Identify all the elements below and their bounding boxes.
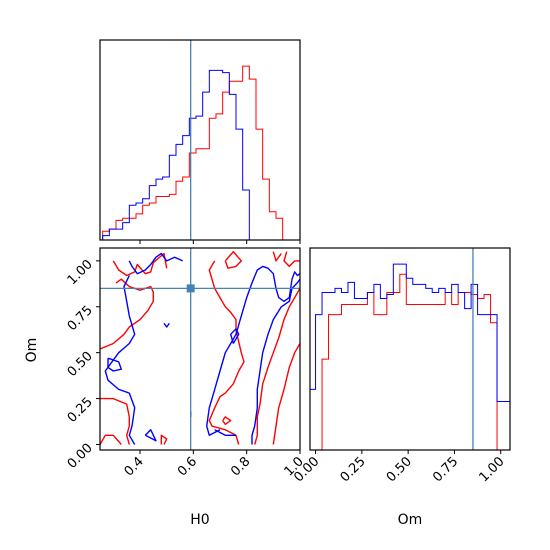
joint-blue-contour — [206, 265, 300, 436]
joint-xtick-label: 0.8 — [228, 454, 253, 479]
joint-ytick-label: 0.75 — [65, 303, 96, 334]
joint-red-contour — [272, 343, 300, 445]
joint-blue-contour — [163, 322, 170, 328]
joint-red-contour — [100, 434, 122, 445]
h0-hist-blue-series — [102, 69, 290, 241]
joint-red-contour — [283, 251, 300, 268]
joint-blue-contour — [144, 429, 157, 442]
joint-red-contour — [224, 251, 242, 269]
joint-xtick-label: 0.4 — [122, 454, 147, 479]
joint-frame — [99, 247, 301, 451]
om-hist-xtick-label: 1.00 — [476, 454, 507, 485]
joint-xtick-label: 0.6 — [175, 454, 200, 479]
h0-om-contour-panel: 0.4 0.6 0.8 1.00.000.250.500.751.00 — [65, 247, 307, 479]
joint-red-contour — [112, 252, 168, 277]
joint-red-contour — [100, 397, 130, 445]
om-histogram-panel: 0.00 0.25 0.50 0.75 1.00 — [291, 247, 511, 485]
joint-blue-contour — [128, 252, 183, 275]
joint-blue-contour — [107, 357, 122, 372]
joint-truth-marker — [186, 284, 195, 293]
joint-ytick-label: 1.00 — [65, 257, 96, 288]
om-hist-xtick-label: 0.75 — [430, 454, 461, 485]
joint-blue-contour — [251, 278, 300, 445]
joint-ytick-label: 0.25 — [65, 395, 96, 426]
x-axis-label-h0: H0 — [190, 512, 209, 528]
joint-contours — [100, 251, 300, 445]
om-hist-frame — [309, 247, 511, 451]
h0-histogram-panel — [99, 39, 301, 244]
joint-red-contour — [222, 416, 232, 425]
joint-red-contour — [254, 288, 300, 445]
joint-ytick-label: 0.50 — [65, 349, 96, 380]
joint-blue-contour — [230, 328, 240, 344]
joint-red-contour — [272, 251, 282, 262]
y-axis-label-om: Om — [24, 338, 40, 363]
joint-blue-contour — [104, 275, 136, 445]
joint-blue-contour — [214, 429, 236, 436]
om-hist-xtick-label: 0.50 — [384, 454, 415, 485]
x-axis-label-om: Om — [398, 512, 423, 528]
joint-red-contour — [160, 434, 168, 445]
om-hist-xtick-label: 0.25 — [338, 454, 369, 485]
om-hist-blue-series — [309, 263, 511, 450]
joint-red-contour — [208, 260, 245, 445]
joint-ytick-label: 0.00 — [65, 441, 96, 472]
joint-red-contour — [100, 278, 154, 350]
h0-hist-red-series — [102, 65, 290, 241]
h0-hist-frame — [99, 39, 301, 241]
om-hist-red-series — [310, 273, 510, 451]
